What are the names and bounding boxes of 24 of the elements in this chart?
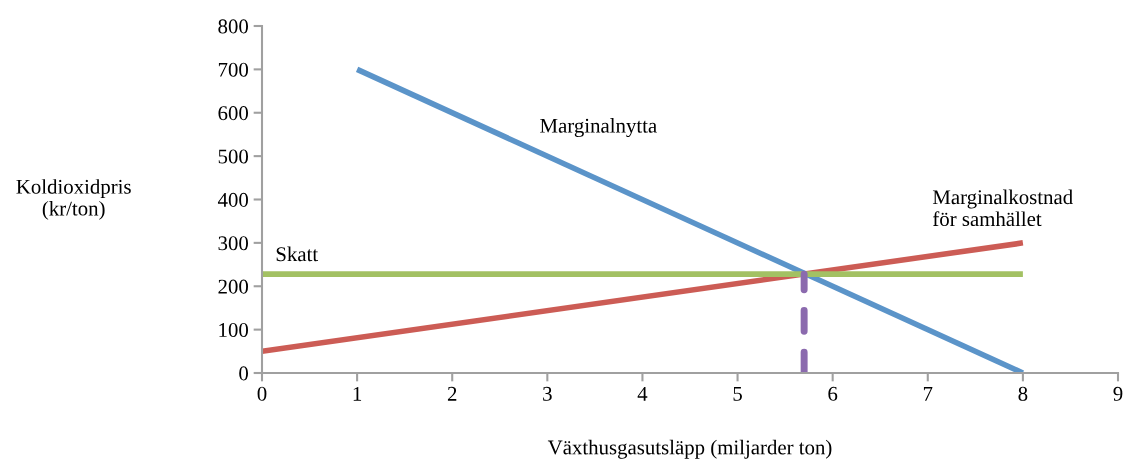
- x-tick-label: 0: [257, 386, 267, 401]
- y-tick-label: 200: [218, 279, 249, 294]
- x-tick-label: 9: [1113, 386, 1123, 401]
- series-label: Skatt: [276, 246, 319, 262]
- x-tick-label: 1: [353, 386, 362, 401]
- x-tick-label: 8: [1018, 386, 1028, 401]
- x-axis-title: Växthusgasutsläpp (miljarder ton): [547, 439, 832, 459]
- y-axis-title: Koldioxidpris (kr/ton): [16, 179, 131, 220]
- x-tick-label: 7: [923, 387, 933, 401]
- x-tick-label: 2: [447, 386, 457, 401]
- y-tick-label: 700: [218, 62, 249, 77]
- x-tick-label: 3: [543, 386, 552, 401]
- series-label: Marginalkostnad för samhället: [932, 189, 1073, 227]
- y-tick-label: 500: [218, 149, 249, 164]
- series-label: Marginalnytta: [540, 118, 657, 138]
- y-tick-label: 800: [218, 19, 249, 34]
- y-tick-label: 400: [217, 192, 249, 207]
- x-tick-label: 6: [828, 386, 838, 401]
- y-tick-label: 100: [219, 323, 249, 338]
- x-tick-label: 4: [637, 386, 648, 401]
- y-tick-label: 300: [218, 236, 249, 251]
- y-tick-label: 0: [239, 366, 249, 381]
- x-tick-label: 5: [733, 387, 742, 401]
- y-tick-label: 600: [218, 106, 249, 121]
